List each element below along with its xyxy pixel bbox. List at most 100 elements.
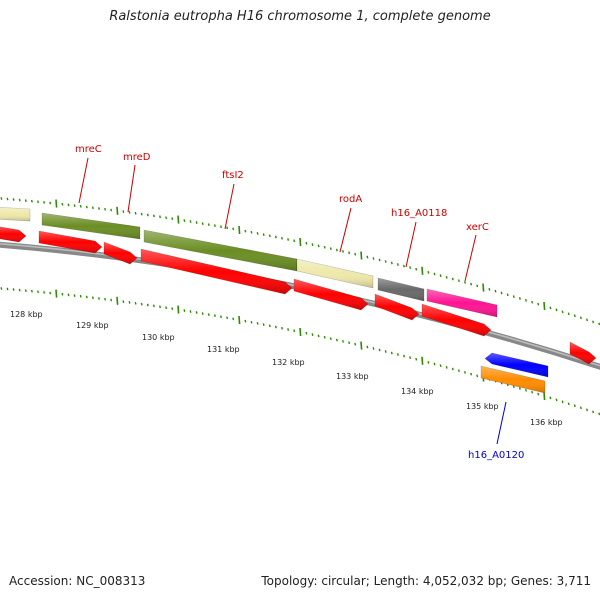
major-tick: [116, 206, 119, 215]
minor-tick: [457, 369, 460, 373]
major-tick: [55, 289, 58, 298]
minor-tick: [573, 314, 576, 318]
minor-tick: [415, 357, 418, 361]
leader-h16-A0120: [496, 401, 507, 445]
map-title: Ralstonia eutropha H16 chromosome 1, com…: [109, 9, 491, 24]
cds-arrow: [38, 230, 103, 254]
minor-tick: [30, 199, 33, 203]
minor-tick: [250, 230, 253, 234]
minor-tick: [396, 353, 399, 356]
minor-tick: [104, 207, 107, 211]
minor-tick: [274, 235, 277, 239]
minor-tick: [335, 248, 338, 252]
feature-left-yellow-shade: [0, 207, 30, 221]
minor-tick: [494, 289, 497, 293]
minor-tick: [531, 390, 534, 394]
minor-tick: [128, 301, 131, 304]
feature-h16-A0118: [377, 277, 425, 302]
scale-label: 133 kbp: [336, 372, 369, 381]
label-leader-lines: [78, 157, 507, 445]
minor-tick: [6, 287, 9, 291]
minor-tick: [207, 313, 210, 316]
minor-tick: [287, 238, 290, 241]
minor-tick: [12, 198, 15, 201]
feature-xerC: [426, 288, 498, 318]
scale-labels: 128 kbp 129 kbp 130 kbp 131 kbp 132 kbp …: [10, 310, 563, 427]
minor-tick: [12, 288, 15, 291]
minor-tick: [140, 302, 143, 306]
gene-label-mreC: mreC: [75, 144, 102, 155]
minor-tick: [512, 385, 515, 388]
major-tick: [238, 315, 241, 325]
minor-tick: [531, 300, 534, 304]
cds-arrow: [374, 293, 420, 321]
minor-tick: [0, 197, 3, 200]
gene-label-h16-A0118: h16_A0118: [391, 208, 447, 219]
minor-tick: [329, 337, 332, 340]
minor-tick: [409, 356, 412, 360]
minor-tick: [518, 297, 521, 300]
cds-arrow-shade: [570, 342, 596, 364]
scale-label: 132 kbp: [272, 358, 305, 367]
minor-tick: [262, 233, 265, 236]
minor-tick: [567, 312, 570, 316]
minor-tick: [598, 412, 600, 416]
minor-tick: [281, 236, 283, 240]
minor-tick: [567, 402, 570, 406]
minor-tick: [561, 310, 564, 314]
scale-label: 136 kbp: [530, 418, 563, 427]
minor-tick: [6, 197, 9, 201]
minor-tick: [390, 351, 393, 355]
minor-tick: [24, 199, 27, 202]
gene-label-mreD: mreD: [123, 152, 151, 163]
minor-tick: [470, 372, 473, 376]
minor-tick: [372, 257, 375, 260]
minor-tick: [476, 284, 479, 288]
minor-tick: [256, 322, 259, 325]
minor-tick: [213, 224, 216, 228]
outer-tick-ring: [0, 197, 600, 326]
accession-text: Accession: NC_008313: [9, 574, 146, 588]
minor-tick: [348, 251, 351, 255]
minor-tick: [311, 243, 314, 246]
minor-tick: [579, 406, 582, 410]
minor-tick: [488, 287, 491, 291]
minor-tick: [220, 225, 222, 229]
minor-tick: [165, 216, 168, 220]
minor-tick: [195, 311, 198, 314]
major-tick: [55, 199, 58, 208]
minor-tick: [226, 226, 229, 230]
minor-tick: [183, 309, 186, 312]
cds-arrow: [0, 226, 27, 243]
minor-tick: [30, 289, 33, 293]
minor-tick: [213, 314, 216, 318]
minor-tick: [573, 404, 576, 408]
minor-tick: [396, 263, 399, 266]
minor-tick: [403, 264, 405, 268]
scale-label: 128 kbp: [10, 310, 43, 319]
feature-track: [0, 206, 597, 394]
minor-tick: [195, 221, 198, 224]
minor-tick: [244, 229, 247, 233]
minor-tick: [250, 320, 253, 324]
minor-tick: [342, 249, 344, 253]
minor-tick: [165, 306, 168, 310]
minor-tick: [354, 342, 357, 346]
minor-tick: [122, 210, 125, 213]
inner-tick-ring: [0, 287, 600, 416]
major-tick: [116, 296, 119, 305]
minor-tick: [24, 289, 27, 292]
minor-tick: [159, 215, 161, 219]
minor-tick: [427, 361, 430, 364]
cds-arrow: [421, 303, 492, 337]
minor-tick: [409, 266, 412, 270]
major-tick: [238, 225, 241, 235]
minor-tick: [500, 291, 503, 295]
minor-tick: [305, 331, 308, 335]
cds-arrow: [293, 278, 369, 311]
minor-tick: [439, 364, 442, 368]
minor-tick: [110, 298, 113, 302]
feature-blue-reverse-shade: [485, 353, 548, 377]
minor-tick: [537, 392, 540, 396]
